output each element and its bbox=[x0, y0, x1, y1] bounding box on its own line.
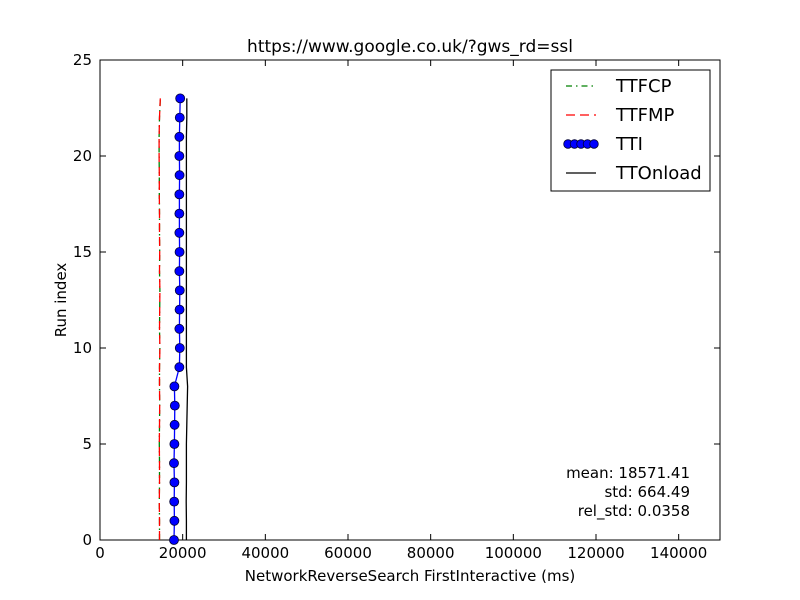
series-point-tti-17 bbox=[174, 208, 185, 219]
y-tick-label-5: 25 bbox=[73, 51, 92, 69]
legend-label-ttfcp: TTFCP bbox=[615, 76, 672, 97]
series-point-tti-16 bbox=[174, 227, 185, 238]
x-tick-label-7: 140000 bbox=[650, 544, 707, 562]
series-layer bbox=[158, 93, 189, 545]
legend-items: TTFCP TTFMP TTI TTOnload bbox=[563, 76, 702, 184]
x-tick-label-1: 20000 bbox=[159, 544, 207, 562]
series-point-tti-4 bbox=[169, 458, 179, 469]
series-line-ttfcp bbox=[158, 98, 161, 540]
series-point-tti-14 bbox=[174, 266, 185, 277]
series-point-tti-7 bbox=[169, 400, 180, 411]
series-point-tti-10 bbox=[174, 343, 185, 353]
series-point-tti-13 bbox=[174, 285, 185, 296]
x-tick-label-5: 100000 bbox=[485, 544, 542, 562]
x-axis-label: NetworkReverseSearch FirstInteractive (m… bbox=[245, 567, 576, 585]
series-point-tti-20 bbox=[174, 151, 185, 161]
series-point-tti-15 bbox=[174, 247, 185, 257]
series-point-tti-18 bbox=[174, 189, 185, 200]
series-point-tti-0 bbox=[169, 535, 179, 545]
legend-label-ttfmp: TTFMP bbox=[615, 105, 675, 126]
series-point-tti-1 bbox=[169, 515, 180, 526]
series-point-tti-12 bbox=[174, 304, 185, 315]
series-line-ttfmp bbox=[158, 98, 161, 540]
series-point-tti-23 bbox=[175, 93, 186, 104]
chart-title: https://www.google.co.uk/?gws_rd=ssl bbox=[247, 37, 573, 57]
series-point-tti-6 bbox=[169, 419, 180, 430]
y-tick-label-3: 15 bbox=[73, 243, 92, 261]
x-tick-label-4: 80000 bbox=[407, 544, 455, 562]
stats-mean: mean: 18571.41 bbox=[566, 464, 690, 482]
legend-label-ttonload: TTOnload bbox=[615, 163, 702, 184]
x-tick-label-3: 60000 bbox=[324, 544, 372, 562]
y-tick-label-4: 20 bbox=[73, 147, 92, 165]
stats-annotation: mean: 18571.41 std: 664.49 rel_std: 0.03… bbox=[566, 464, 690, 521]
legend-frame bbox=[550, 69, 711, 192]
series-point-tti-19 bbox=[174, 170, 185, 181]
series-point-tti-9 bbox=[174, 362, 185, 373]
series-point-tti-8 bbox=[169, 381, 180, 392]
series-point-tti-21 bbox=[174, 131, 185, 142]
stats-rel-std: rel_std: 0.0358 bbox=[578, 502, 690, 521]
y-axis-label: Run index bbox=[52, 263, 70, 338]
legend-marker-tti-4 bbox=[589, 139, 599, 149]
x-tick-label-2: 40000 bbox=[241, 544, 289, 562]
series-point-tti-22 bbox=[174, 112, 185, 123]
x-tick-label-6: 120000 bbox=[567, 544, 624, 562]
stats-std: std: 664.49 bbox=[604, 483, 690, 501]
axis-ticks: 0 20000 40000 60000 80000 100000 120000 140000 0… bbox=[73, 51, 720, 562]
series-point-tti-11 bbox=[174, 323, 185, 334]
legend: TTFCP TTFMP TTI TTOnload bbox=[550, 69, 711, 192]
series-point-tti-3 bbox=[169, 477, 180, 488]
y-tick-label-0: 0 bbox=[82, 531, 92, 549]
y-tick-label-2: 10 bbox=[73, 339, 92, 357]
y-tick-label-1: 5 bbox=[82, 435, 92, 453]
series-point-tti-2 bbox=[169, 496, 180, 507]
legend-label-tti: TTI bbox=[615, 134, 643, 155]
series-line-ttonload bbox=[185, 98, 189, 540]
series-point-tti-5 bbox=[169, 439, 180, 449]
x-tick-label-0: 0 bbox=[95, 544, 105, 562]
